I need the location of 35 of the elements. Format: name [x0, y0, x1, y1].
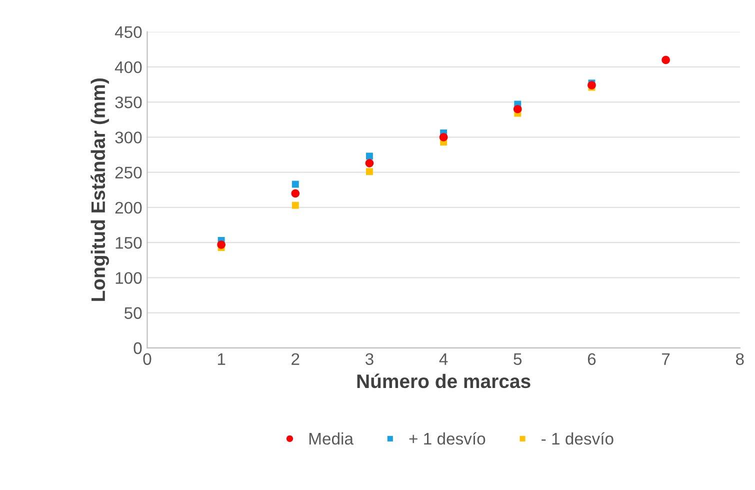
- point: [662, 56, 670, 64]
- x-tick-label: 4: [439, 353, 448, 365]
- y-tick-label: 300: [115, 132, 142, 144]
- x-tick-label: 3: [365, 353, 374, 366]
- y-tick-label: 250: [115, 166, 142, 179]
- point: [291, 189, 300, 198]
- x-tick-label: 5: [514, 353, 522, 366]
- y-tick-label: 50: [124, 307, 142, 319]
- point: [513, 104, 522, 114]
- x-tick-label: 2: [292, 353, 300, 365]
- legend-label: Media: [309, 432, 354, 445]
- point: [292, 180, 299, 188]
- x-tick-label: 8: [736, 353, 744, 366]
- point: [439, 133, 448, 142]
- y-tick-label: 400: [114, 61, 142, 74]
- y-tick-label: 350: [115, 96, 142, 108]
- y-tick-label: 450: [114, 26, 142, 38]
- legend-label: - 1 desvío: [542, 432, 614, 445]
- x-tick-label: 7: [662, 353, 670, 365]
- x-tick-label: 0: [143, 353, 152, 366]
- point: [366, 152, 373, 160]
- point: [365, 159, 374, 168]
- x-tick-label: 1: [218, 353, 226, 365]
- point: [366, 168, 373, 176]
- y-axis-title: Longitud Estándar (mm): [90, 78, 110, 301]
- legend-label: + 1 desvío: [409, 432, 486, 445]
- y-tick-label: 0: [134, 342, 142, 354]
- point: [217, 240, 226, 249]
- x-axis-title: Número de marcas: [357, 374, 530, 388]
- x-tick-label: 6: [588, 353, 596, 366]
- point: [588, 81, 596, 90]
- y-tick-label: 200: [115, 202, 142, 214]
- y-tick-label: 150: [116, 236, 142, 249]
- y-tick-label: 100: [116, 272, 142, 284]
- point: [292, 202, 299, 209]
